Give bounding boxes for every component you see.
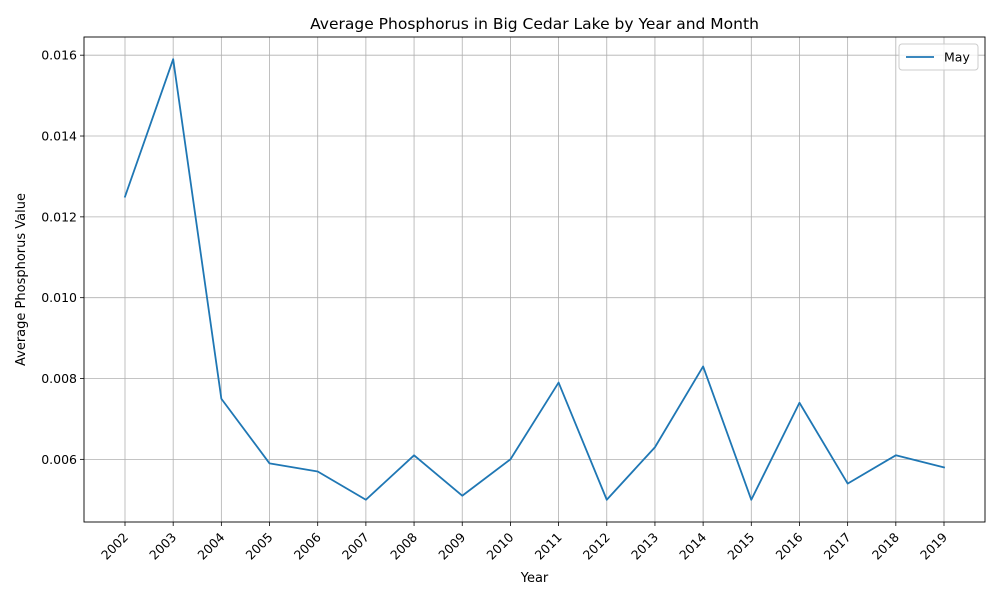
x-tick-label: 2018 xyxy=(869,529,902,562)
x-tick-label: 2004 xyxy=(194,529,227,562)
x-tick-label: 2006 xyxy=(291,529,324,562)
x-axis-ticks: 2002 2003 2004 2005 2006 2007 2008 2009 2010 2011… xyxy=(98,522,950,563)
y-axis-label: Average Phosphorus Value xyxy=(14,193,29,366)
x-tick-label: 2005 xyxy=(243,530,276,563)
y-tick-label: 0.014 xyxy=(41,129,77,144)
grid xyxy=(84,37,985,522)
x-tick-label: 2003 xyxy=(146,530,179,563)
y-tick-label: 0.008 xyxy=(41,371,77,386)
chart-title: Average Phosphorus in Big Cedar Lake by … xyxy=(310,15,759,33)
x-tick-label: 2016 xyxy=(772,529,805,562)
x-tick-label: 2013 xyxy=(628,530,661,563)
x-tick-label: 2011 xyxy=(532,530,565,563)
legend: May xyxy=(898,43,979,71)
series-lines xyxy=(123,58,946,501)
x-tick-label: 2007 xyxy=(339,530,372,563)
y-tick-label: 0.016 xyxy=(41,48,77,63)
x-tick-label: 2012 xyxy=(580,530,613,563)
x-tick-label: 2017 xyxy=(821,530,854,563)
series-line-may xyxy=(123,58,946,501)
legend-label-may: May xyxy=(944,50,970,65)
x-tick-label: 2002 xyxy=(98,530,131,563)
y-tick-label: 0.006 xyxy=(41,452,77,467)
plot-area-frame xyxy=(83,36,986,523)
y-axis-ticks: 0.006 0.008 0.010 0.012 0.014 0.016 xyxy=(41,48,84,467)
x-tick-label: 2009 xyxy=(435,529,468,562)
legend-box xyxy=(898,43,979,71)
x-tick-label: 2008 xyxy=(387,529,420,562)
y-tick-label: 0.010 xyxy=(41,290,77,305)
x-tick-label: 2019 xyxy=(917,529,950,562)
x-axis-label: Year xyxy=(520,571,549,586)
y-tick-label: 0.012 xyxy=(41,209,77,224)
x-tick-label: 2014 xyxy=(676,529,709,562)
x-tick-label: 2015 xyxy=(724,530,757,563)
x-tick-label: 2010 xyxy=(483,529,516,562)
